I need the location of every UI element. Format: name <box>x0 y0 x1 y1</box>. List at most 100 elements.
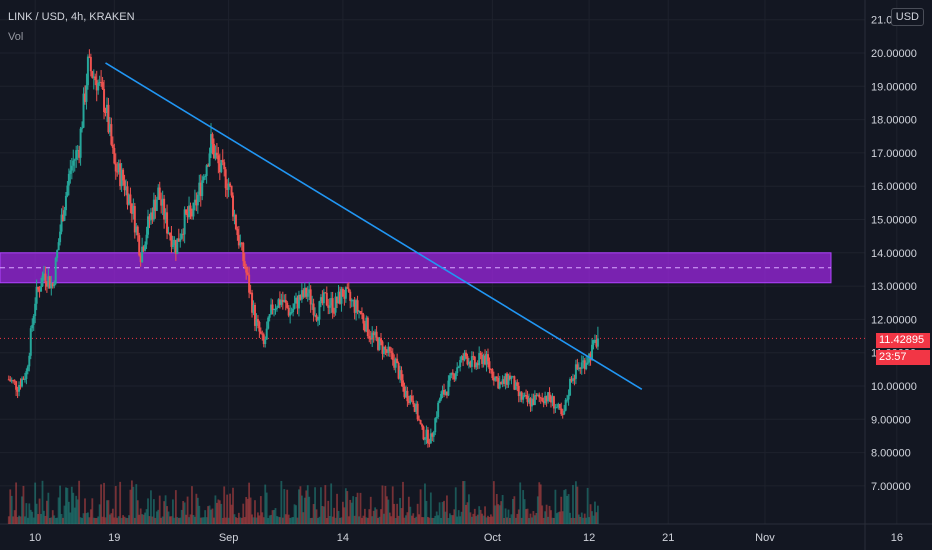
candle-body <box>78 150 81 158</box>
candle-body <box>300 290 303 300</box>
volume-bar <box>459 516 462 524</box>
volume-bar <box>405 515 407 524</box>
candle-body <box>595 339 598 347</box>
volume-bar <box>150 490 152 524</box>
volume-bar <box>312 503 315 524</box>
volume-bar <box>400 508 403 524</box>
volume-bar <box>185 514 188 524</box>
volume-bar <box>158 495 161 524</box>
volume-bar <box>81 517 83 524</box>
candle-body <box>239 242 242 246</box>
candle-body <box>31 324 34 329</box>
volume-bar <box>391 486 394 524</box>
candle-body <box>127 194 130 205</box>
volume-bar <box>130 480 133 524</box>
candle-body <box>217 155 220 164</box>
volume-bar <box>242 503 245 524</box>
volume-bar <box>214 495 217 524</box>
volume-bar <box>596 505 599 524</box>
volume-bar <box>76 499 79 524</box>
volume-bar <box>542 517 545 524</box>
volume-bar <box>516 513 519 524</box>
volume-bar <box>7 516 10 524</box>
volume-bar <box>251 514 253 524</box>
candle-body <box>64 195 67 211</box>
price-tick-label: 8.00000 <box>871 448 911 460</box>
candle-body <box>412 400 415 405</box>
volume-bar <box>109 514 111 524</box>
volume-bar <box>207 506 209 524</box>
volume-bar <box>385 496 388 524</box>
volume-bar <box>513 496 516 524</box>
volume-bar <box>284 514 287 524</box>
volume-bar <box>592 515 595 524</box>
candle-body <box>378 337 381 350</box>
volume-bar <box>347 516 350 524</box>
volume-bar <box>85 513 88 524</box>
volume-bar <box>309 517 312 524</box>
candle-body <box>552 396 555 409</box>
volume-bar <box>406 512 409 524</box>
price-tick-label: 18.00000 <box>871 115 917 127</box>
candle-body <box>504 373 507 384</box>
candle-body <box>481 354 484 364</box>
candle-body <box>554 407 557 409</box>
candle-body <box>60 214 63 232</box>
candle-body <box>333 312 336 314</box>
candle-body <box>261 333 264 335</box>
volume-bar <box>54 518 57 524</box>
candle-body <box>136 226 139 236</box>
candle-body <box>188 205 191 218</box>
volume-series <box>7 480 599 524</box>
currency-badge[interactable]: USD <box>890 8 924 26</box>
volume-bar <box>128 515 130 524</box>
volume-bar <box>425 500 428 524</box>
volume-bar <box>186 496 189 524</box>
candle-body <box>108 124 111 133</box>
candle-body <box>384 346 387 350</box>
candle-body <box>13 380 16 382</box>
candle-body <box>19 384 22 387</box>
volume-bar <box>265 492 268 524</box>
candle-body <box>173 239 176 246</box>
candle-body <box>141 246 144 263</box>
candle-body <box>117 163 120 172</box>
volume-bar <box>567 494 570 524</box>
volume-bar <box>418 514 421 524</box>
candle-body <box>377 337 380 350</box>
candle-body <box>560 408 563 415</box>
volume-bar <box>413 517 416 524</box>
volume-bar <box>476 514 479 524</box>
volume-bar <box>262 517 265 524</box>
candle-body <box>45 282 48 287</box>
candle-body <box>390 351 393 353</box>
candle-body <box>236 229 239 236</box>
candle-body <box>448 375 451 381</box>
volume-bar <box>356 492 359 524</box>
volume-bar <box>151 516 154 524</box>
volume-bar <box>362 515 365 524</box>
candle-body <box>561 414 564 416</box>
volume-bar <box>60 513 63 524</box>
candle-body <box>22 378 25 380</box>
volume-bar <box>558 511 561 524</box>
volume-bar <box>97 516 100 524</box>
volume-bar <box>475 516 478 524</box>
candle-body <box>92 76 95 78</box>
candle-body <box>277 299 280 308</box>
volume-bar <box>378 516 381 524</box>
candle-body <box>161 198 164 206</box>
volume-bar <box>371 516 374 524</box>
candle-body <box>56 250 59 258</box>
volume-bar <box>472 513 475 524</box>
volume-bar <box>321 505 324 524</box>
volume-bar <box>320 487 322 524</box>
candle-body <box>368 336 371 339</box>
candle-body <box>251 292 254 313</box>
candle-body <box>114 163 117 172</box>
candle-body <box>539 397 542 399</box>
volume-bar <box>16 517 19 524</box>
candle-body <box>94 76 97 81</box>
volume-bar <box>465 504 467 524</box>
